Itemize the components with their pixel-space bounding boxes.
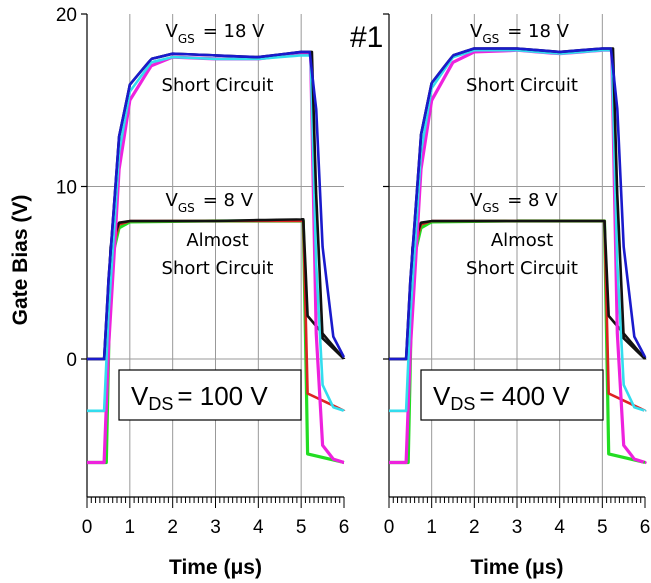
x-axis-title: Time (μs) [471,556,564,579]
x-tick-label: 6 [640,517,651,538]
series-line-blue [389,47,647,361]
almost-short-circuit-label: Short Circuit [162,258,274,279]
vds-label: VDS = 100 V [131,381,268,414]
y-tick-label: 0 [66,350,77,371]
panel-vds-400: 0 1 2 3 4 5 6 Time (μs) VGS = 18 V VGS = 8 V Short C… [383,13,651,579]
x-tick-label: 1 [426,517,437,538]
vgs-8v-label: VGS = 8 V [470,190,558,215]
x-tick-label: 2 [469,517,480,538]
y-tick-label: 20 [56,5,77,26]
x-tick-label: 3 [512,517,523,538]
short-circuit-label: Short Circuit [162,75,274,96]
x-tick-label: 1 [125,517,136,538]
x-axis-title: Time (μs) [169,556,262,579]
short-circuit-label: Short Circuit [466,75,578,96]
x-tick-label: 6 [339,517,350,538]
vgs-8v-label: VGS = 8 V [166,190,254,215]
panel-vds-100: 0 10 20 0 1 2 3 4 5 6 Time (μs) VGS = 18 V VGS = 8 V Sh… [56,5,349,579]
vds-box [118,369,302,421]
series-line-cyan [389,48,647,413]
figure-label: #1 [350,21,383,54]
x-tick-label: 5 [597,517,608,538]
x-tick-label: 4 [253,517,264,538]
series-line-cyan [87,54,345,413]
vds-box [420,369,604,421]
x-tick-label: 5 [296,517,307,538]
vds-label: VDS = 400 V [433,381,570,414]
almost-label: Almost [186,230,248,251]
x-tick-label: 0 [384,517,395,538]
x-tick-label: 3 [210,517,221,538]
series-line-blue [87,50,346,361]
almost-short-circuit-label: Short Circuit [466,258,578,279]
y-tick-label: 10 [56,178,77,199]
vgs-18v-label: VGS = 18 V [166,21,266,46]
x-tick-label: 4 [554,517,565,538]
y-axis-title: Gate Bias (V) [9,195,32,326]
vgs-18v-label: VGS = 18 V [470,21,570,46]
almost-label: Almost [491,230,553,251]
x-tick-label: 2 [167,517,178,538]
x-tick-label: 0 [82,517,93,538]
